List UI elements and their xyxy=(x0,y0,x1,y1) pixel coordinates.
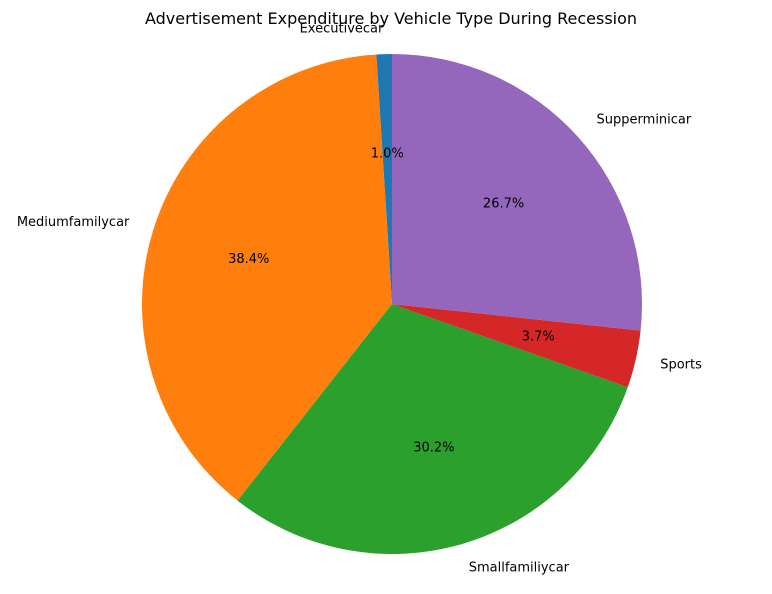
pie-slice-supperminicar xyxy=(392,53,643,331)
category-label-smallfamiliycar: Smallfamiliycar xyxy=(469,561,570,576)
percent-labels: 1.0% 38.4% 30.2% 3.7% 26.7% xyxy=(228,147,555,456)
percent-label-mediumfamilycar: 38.4% xyxy=(228,252,269,267)
pie-slice-executivecar xyxy=(376,53,392,304)
pie-slice-sports xyxy=(392,304,641,388)
percent-label-supperminicar: 26.7% xyxy=(483,196,524,211)
category-label-sports: Sports xyxy=(660,357,702,372)
chart-title: Advertisement Expenditure by Vehicle Typ… xyxy=(145,9,637,28)
category-labels: Executivecar Mediumfamilycar Smallfamiliyc… xyxy=(17,22,702,576)
category-label-executivecar: Executivecar xyxy=(300,22,384,37)
pie-slice-mediumfamilycar xyxy=(142,54,392,501)
percent-label-executivecar: 1.0% xyxy=(371,147,404,162)
category-label-mediumfamilycar: Mediumfamilycar xyxy=(17,215,130,230)
category-label-supperminicar: Supperminicar xyxy=(597,113,692,128)
pie-slices xyxy=(142,53,643,554)
pie-slice-smallfamiliycar xyxy=(237,304,628,554)
percent-label-smallfamiliycar: 30.2% xyxy=(413,441,454,456)
percent-label-sports: 3.7% xyxy=(522,330,555,345)
